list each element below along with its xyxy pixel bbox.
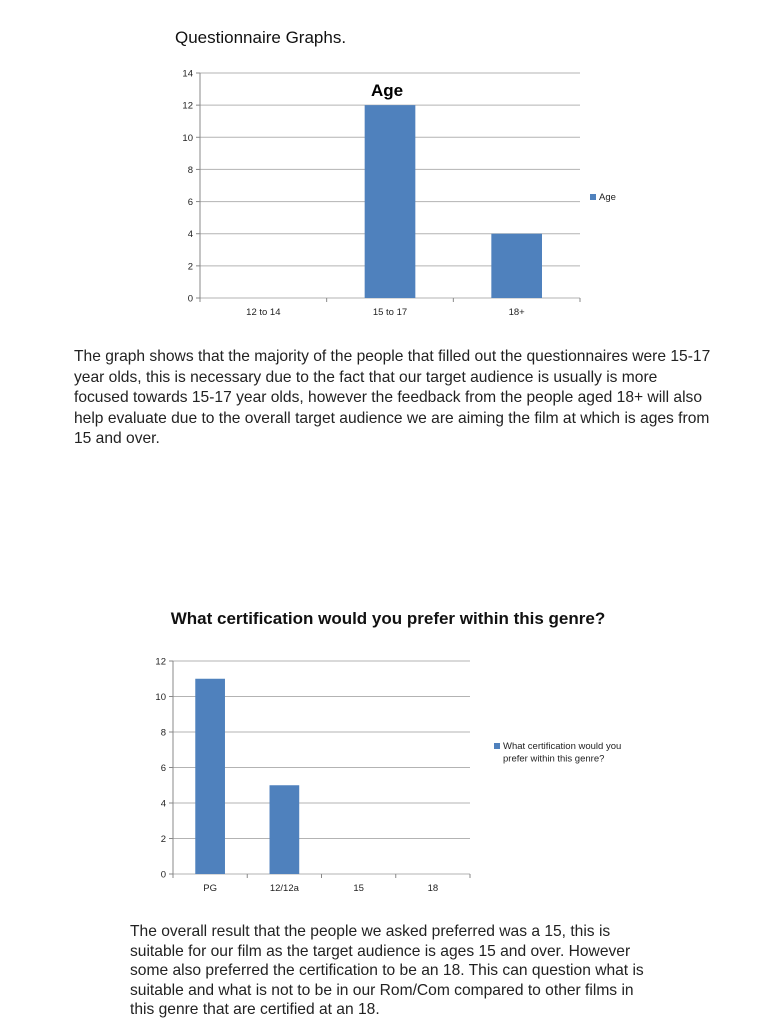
age-chart: 0 2 4 6 8 10 12 14 12 to 14 15 to 17 18+ Age Age [182,69,616,319]
x-tick-label: 12/12a [270,883,300,894]
legend-swatch [494,743,500,749]
bar [364,105,416,299]
legend-swatch [590,194,596,200]
y-tick-label: 12 [155,657,166,668]
y-tick-label: 10 [182,133,193,144]
y-tick-label: 0 [161,870,166,881]
x-tick-label: 12 to 14 [246,307,280,318]
chart-title: What certification would you prefer with… [170,609,606,628]
certification-chart: 0 2 4 6 8 10 12 PG 12/12a 15 18 What certification … [155,657,621,895]
bar [195,678,225,874]
y-tick-label: 8 [161,728,166,739]
chart-title: Age [371,81,403,100]
y-tick-label: 4 [161,799,166,810]
certification-analysis-paragraph: The overall result that the people we as… [130,923,644,1019]
y-tick-label: 14 [182,69,193,80]
y-tick-label: 6 [188,197,193,208]
legend-label: Age [599,192,616,203]
y-tick-label: 2 [161,834,166,845]
age-analysis-paragraph: The graph shows that the majority of the… [74,348,711,448]
legend-label: What certification would you [503,741,621,752]
y-tick-label: 6 [161,763,166,774]
document-title: Questionnaire Graphs. [175,28,347,47]
bar [491,233,542,298]
x-tick-label: PG [203,883,217,894]
x-tick-label: 15 [353,883,364,894]
legend-label: prefer within this genre? [503,754,604,765]
y-tick-label: 8 [188,165,193,176]
x-tick-label: 15 to 17 [373,307,407,318]
x-tick-label: 18 [428,883,439,894]
y-tick-label: 10 [155,692,166,703]
y-tick-label: 0 [188,294,193,305]
y-tick-label: 2 [188,261,193,272]
bar [269,785,300,874]
y-tick-label: 4 [188,229,193,240]
y-tick-label: 12 [182,101,193,112]
x-tick-label: 18+ [509,307,526,318]
